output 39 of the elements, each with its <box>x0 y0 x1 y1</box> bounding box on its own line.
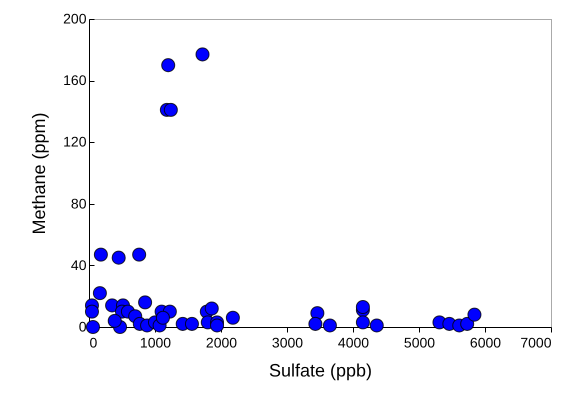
point <box>112 250 126 265</box>
x-tick-label: 2000 <box>206 334 238 350</box>
point <box>370 318 384 332</box>
point <box>467 308 482 322</box>
point <box>356 315 370 330</box>
point <box>161 58 176 72</box>
point <box>308 316 322 331</box>
y-tick-label: 40 <box>70 256 87 273</box>
x-tick-label: 0 <box>90 334 98 350</box>
point <box>94 248 108 262</box>
point <box>460 316 474 331</box>
point <box>164 102 178 117</box>
point <box>108 314 122 328</box>
point <box>204 302 219 316</box>
point <box>322 318 337 332</box>
point <box>196 47 210 62</box>
point <box>210 318 224 332</box>
point <box>138 295 152 310</box>
x-tick-label: 7000 <box>520 334 552 350</box>
point <box>156 310 170 325</box>
x-tick-label: 6000 <box>470 334 502 350</box>
x-tick-label: 1000 <box>140 334 172 350</box>
point <box>86 320 100 334</box>
y-tick-label: 160 <box>63 72 87 88</box>
y-tick-label: 200 <box>63 10 87 26</box>
point <box>92 286 107 300</box>
point <box>226 310 240 325</box>
y-tick-label: 0 <box>78 318 87 334</box>
point <box>184 316 199 331</box>
x-tick-label: 5000 <box>404 334 436 350</box>
y-tick-label: 120 <box>63 134 87 150</box>
y-tick-label: 80 <box>70 195 87 212</box>
point <box>132 248 146 262</box>
point <box>84 304 99 319</box>
x-tick-label: 3000 <box>272 334 304 350</box>
x-tick-label: 4000 <box>338 334 370 350</box>
point <box>356 300 370 314</box>
x-axis-title: Sulfate (ppb) <box>268 360 372 380</box>
y-axis-title: Methane (ppm) <box>29 112 50 235</box>
